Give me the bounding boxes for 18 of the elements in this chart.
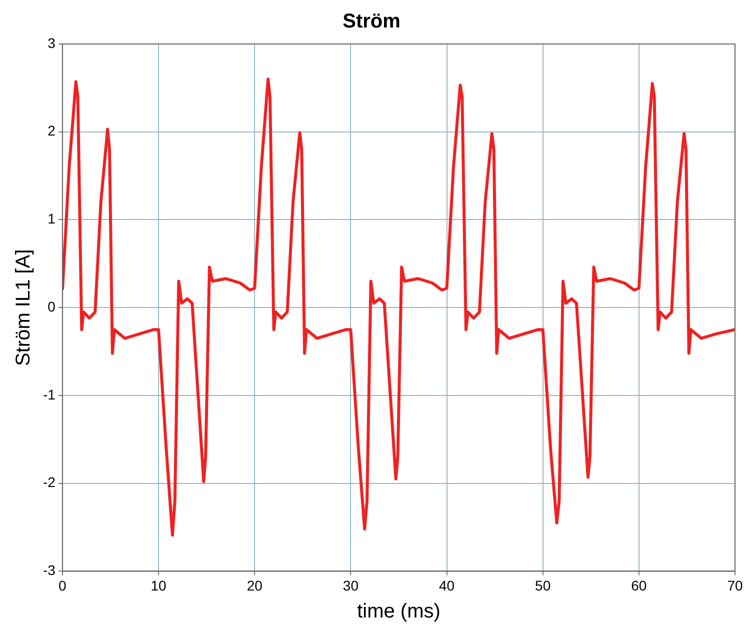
x-tick-label: 10 (150, 577, 167, 594)
y-tick-label: -3 (42, 562, 56, 578)
x-tick-label: 60 (631, 577, 647, 594)
x-tick-label: 0 (58, 577, 67, 594)
y-tick-label: -2 (42, 474, 56, 490)
x-tick-label: 40 (438, 577, 455, 594)
x-axis-title: time (ms) (357, 600, 440, 623)
y-tick-label: 2 (48, 122, 56, 139)
y-tick-label: -1 (42, 386, 56, 402)
y-tick-label: 3 (48, 34, 56, 51)
x-tick-label: 50 (535, 577, 551, 594)
x-tick-label: 20 (246, 577, 263, 594)
chart-title: Ström (342, 10, 400, 33)
y-tick-label: 0 (48, 298, 56, 314)
x-tick-label: 30 (342, 577, 359, 594)
y-axis-title: Ström IL1 [A] (12, 249, 35, 366)
x-tick-label: 70 (727, 577, 743, 594)
y-tick-label: 1 (48, 210, 56, 227)
